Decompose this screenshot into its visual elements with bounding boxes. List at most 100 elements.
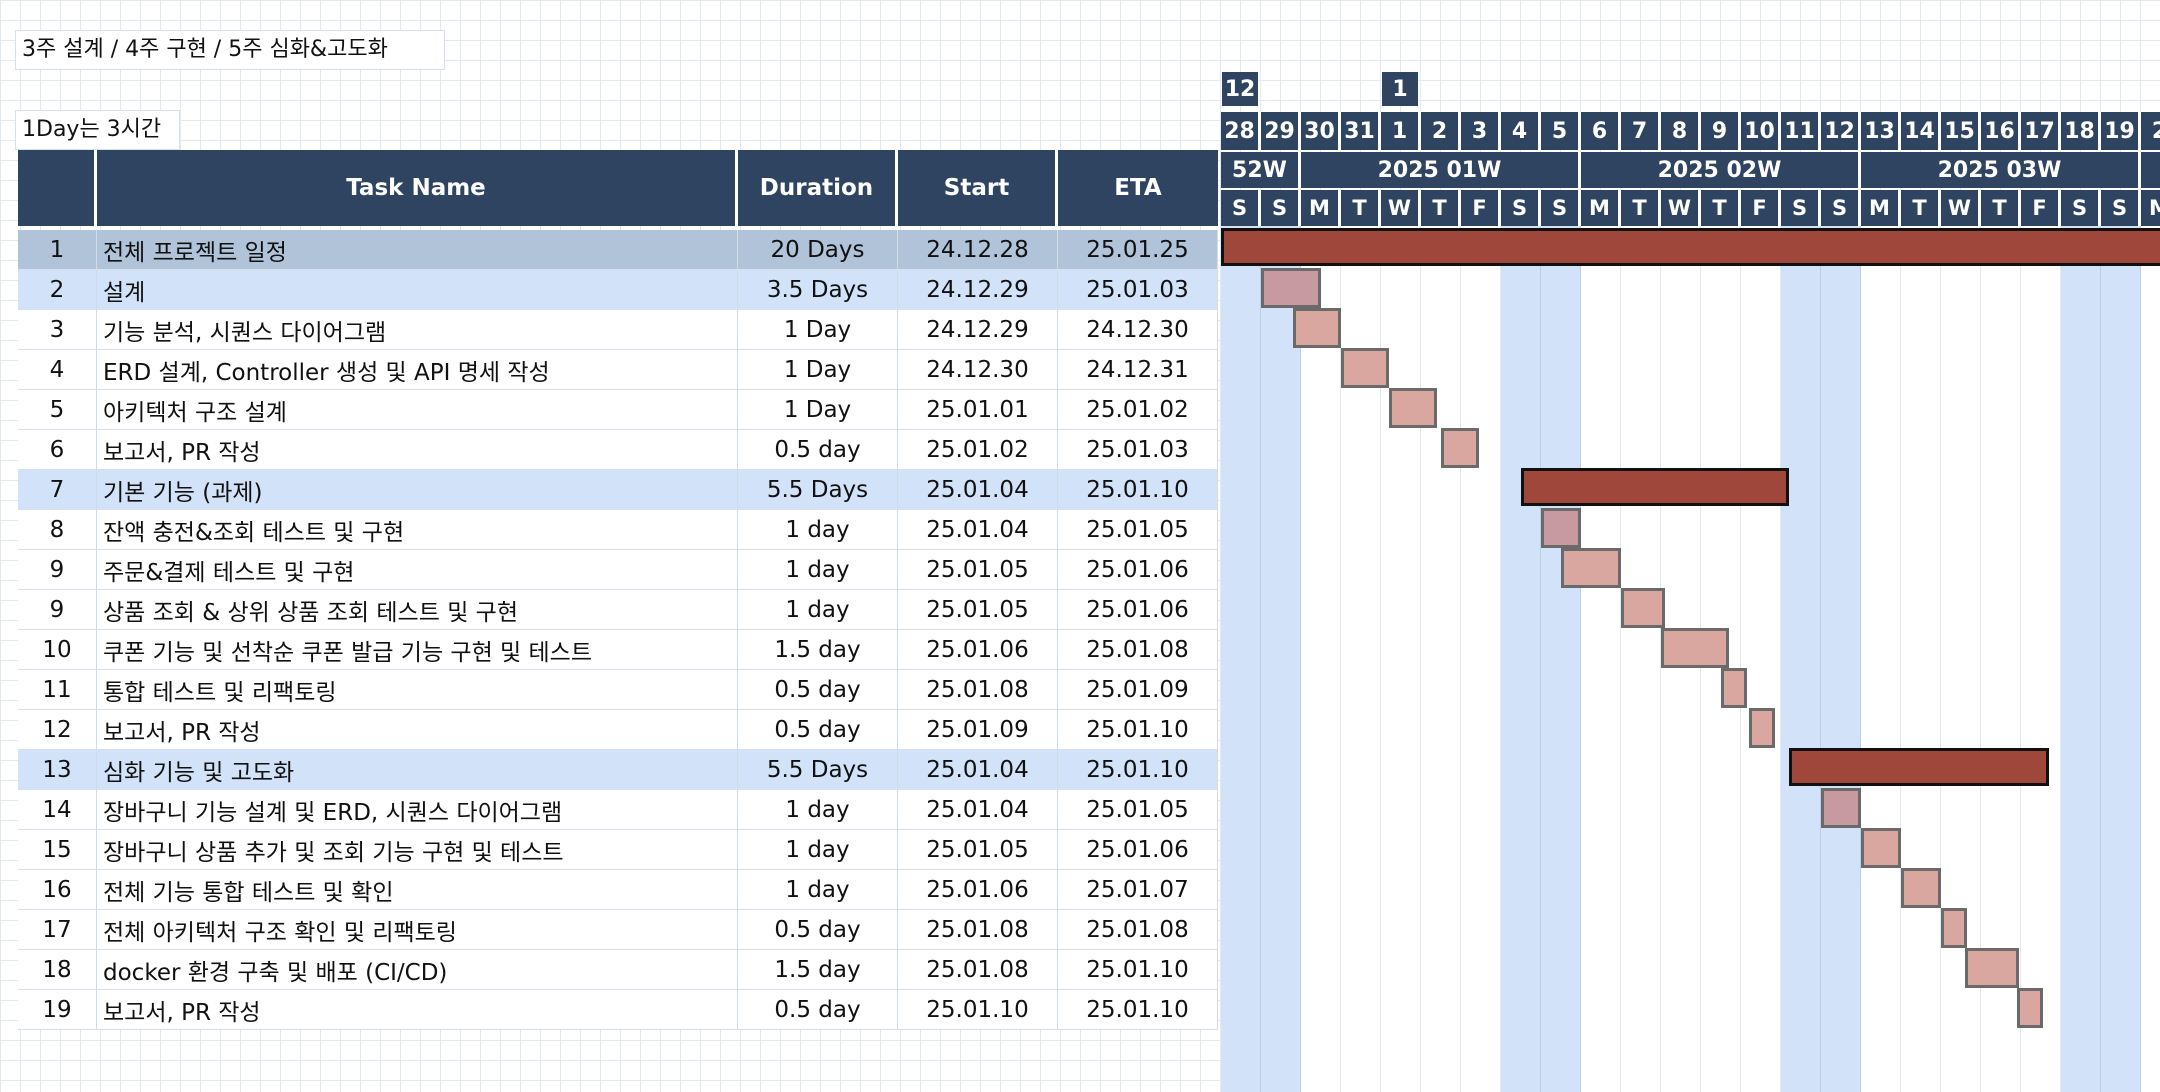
table-row[interactable]: 13 심화 기능 및 고도화 5.5 Days 25.01.04 25.01.10 [18,750,1218,790]
row-eta[interactable]: 25.01.08 [1058,630,1218,670]
row-number[interactable]: 1 [18,230,97,270]
row-eta[interactable]: 25.01.09 [1058,670,1218,710]
task-bar[interactable] [1941,908,1967,948]
table-row[interactable]: 19 보고서, PR 작성 0.5 day 25.01.10 25.01.10 [18,990,1218,1030]
row-number[interactable]: 13 [18,750,97,790]
row-start[interactable]: 25.01.05 [898,590,1058,630]
row-eta[interactable]: 25.01.25 [1058,230,1218,270]
row-task-name[interactable]: 쿠폰 기능 및 선착순 쿠폰 발급 기능 구현 및 테스트 [97,630,738,670]
row-number[interactable]: 19 [18,990,97,1030]
row-duration[interactable]: 0.5 day [738,430,898,470]
row-number[interactable]: 10 [18,630,97,670]
row-task-name[interactable]: 통합 테스트 및 리팩토링 [97,670,738,710]
task-bar[interactable] [1901,868,1941,908]
row-start[interactable]: 25.01.04 [898,790,1058,830]
row-start[interactable]: 25.01.05 [898,830,1058,870]
row-eta[interactable]: 24.12.31 [1058,350,1218,390]
row-eta[interactable]: 25.01.10 [1058,750,1218,790]
row-task-name[interactable]: 장바구니 상품 추가 및 조회 기능 구현 및 테스트 [97,830,738,870]
task-bar[interactable] [1661,628,1729,668]
task-bar[interactable] [1541,508,1581,548]
row-number[interactable]: 15 [18,830,97,870]
table-row[interactable]: 16 전체 기능 통합 테스트 및 확인 1 day 25.01.06 25.01.07 [18,870,1218,910]
row-duration[interactable]: 1 day [738,510,898,550]
table-row[interactable]: 7 기본 기능 (과제) 5.5 Days 25.01.04 25.01.10 [18,470,1218,510]
row-duration[interactable]: 0.5 day [738,710,898,750]
row-start[interactable]: 24.12.28 [898,230,1058,270]
task-bar[interactable] [1621,588,1665,628]
table-row[interactable]: 9 상품 조회 & 상위 상품 조회 테스트 및 구현 1 day 25.01.05 2… [18,590,1218,630]
table-row[interactable]: 14 장바구니 기능 설계 및 ERD, 시퀀스 다이어그램 1 day 25.01.… [18,790,1218,830]
row-start[interactable]: 25.01.04 [898,470,1058,510]
row-duration[interactable]: 1.5 day [738,950,898,990]
row-duration[interactable]: 1 day [738,790,898,830]
row-start[interactable]: 25.01.01 [898,390,1058,430]
row-number[interactable]: 9 [18,550,97,590]
row-eta[interactable]: 25.01.05 [1058,790,1218,830]
row-task-name[interactable]: 기본 기능 (과제) [97,470,738,510]
row-number[interactable]: 4 [18,350,97,390]
row-eta[interactable]: 24.12.30 [1058,310,1218,350]
row-task-name[interactable]: 상품 조회 & 상위 상품 조회 테스트 및 구현 [97,590,738,630]
row-duration[interactable]: 5.5 Days [738,750,898,790]
row-duration[interactable]: 0.5 day [738,910,898,950]
row-task-name[interactable]: 장바구니 기능 설계 및 ERD, 시퀀스 다이어그램 [97,790,738,830]
task-bar[interactable] [1749,708,1775,748]
row-number[interactable]: 5 [18,390,97,430]
table-row[interactable]: 12 보고서, PR 작성 0.5 day 25.01.09 25.01.10 [18,710,1218,750]
row-task-name[interactable]: 아키텍처 구조 설계 [97,390,738,430]
row-start[interactable]: 25.01.06 [898,870,1058,910]
row-task-name[interactable]: 설계 [97,270,738,310]
table-row[interactable]: 4 ERD 설계, Controller 생성 및 API 명세 작성 1 Day 2… [18,350,1218,390]
row-task-name[interactable]: 전체 기능 통합 테스트 및 확인 [97,870,738,910]
row-eta[interactable]: 25.01.06 [1058,550,1218,590]
row-start[interactable]: 24.12.29 [898,270,1058,310]
row-start[interactable]: 24.12.30 [898,350,1058,390]
row-number[interactable]: 3 [18,310,97,350]
row-number[interactable]: 18 [18,950,97,990]
row-eta[interactable]: 25.01.08 [1058,910,1218,950]
row-duration[interactable]: 5.5 Days [738,470,898,510]
row-number[interactable]: 7 [18,470,97,510]
row-duration[interactable]: 1 Day [738,390,898,430]
row-eta[interactable]: 25.01.03 [1058,430,1218,470]
row-eta[interactable]: 25.01.10 [1058,950,1218,990]
header-eta[interactable]: ETA [1058,150,1218,226]
row-task-name[interactable]: 보고서, PR 작성 [97,430,738,470]
row-eta[interactable]: 25.01.06 [1058,590,1218,630]
row-eta[interactable]: 25.01.03 [1058,270,1218,310]
task-bar[interactable] [2017,988,2043,1028]
row-duration[interactable]: 1 day [738,550,898,590]
task-bar[interactable] [1341,348,1389,388]
row-number[interactable]: 14 [18,790,97,830]
row-start[interactable]: 25.01.04 [898,750,1058,790]
row-task-name[interactable]: 잔액 충전&조회 테스트 및 구현 [97,510,738,550]
phase-bar[interactable] [1521,468,1789,506]
table-row[interactable]: 17 전체 아키텍처 구조 확인 및 리팩토링 0.5 day 25.01.08 25.… [18,910,1218,950]
row-duration[interactable]: 1 Day [738,310,898,350]
row-eta[interactable]: 25.01.02 [1058,390,1218,430]
table-row[interactable]: 18 docker 환경 구축 및 배포 (CI/CD) 1.5 day 25.01.… [18,950,1218,990]
row-start[interactable]: 25.01.06 [898,630,1058,670]
row-number[interactable]: 2 [18,270,97,310]
task-bar[interactable] [1861,828,1901,868]
table-row[interactable]: 6 보고서, PR 작성 0.5 day 25.01.02 25.01.03 [18,430,1218,470]
task-bar[interactable] [1965,948,2019,988]
row-number[interactable]: 11 [18,670,97,710]
row-start[interactable]: 25.01.02 [898,430,1058,470]
row-start[interactable]: 25.01.10 [898,990,1058,1030]
header-start[interactable]: Start [898,150,1058,226]
task-bar[interactable] [1261,268,1321,308]
row-duration[interactable]: 1 day [738,830,898,870]
table-row[interactable]: 8 잔액 충전&조회 테스트 및 구현 1 day 25.01.04 25.01.05 [18,510,1218,550]
row-number[interactable]: 9 [18,590,97,630]
row-task-name[interactable]: 기능 분석, 시퀀스 다이어그램 [97,310,738,350]
row-duration[interactable]: 1 day [738,590,898,630]
table-row[interactable]: 5 아키텍처 구조 설계 1 Day 25.01.01 25.01.02 [18,390,1218,430]
row-task-name[interactable]: 보고서, PR 작성 [97,710,738,750]
row-duration[interactable]: 1 Day [738,350,898,390]
header-duration[interactable]: Duration [738,150,898,226]
task-bar[interactable] [1441,428,1479,468]
row-duration[interactable]: 0.5 day [738,670,898,710]
header-no[interactable] [18,150,97,226]
